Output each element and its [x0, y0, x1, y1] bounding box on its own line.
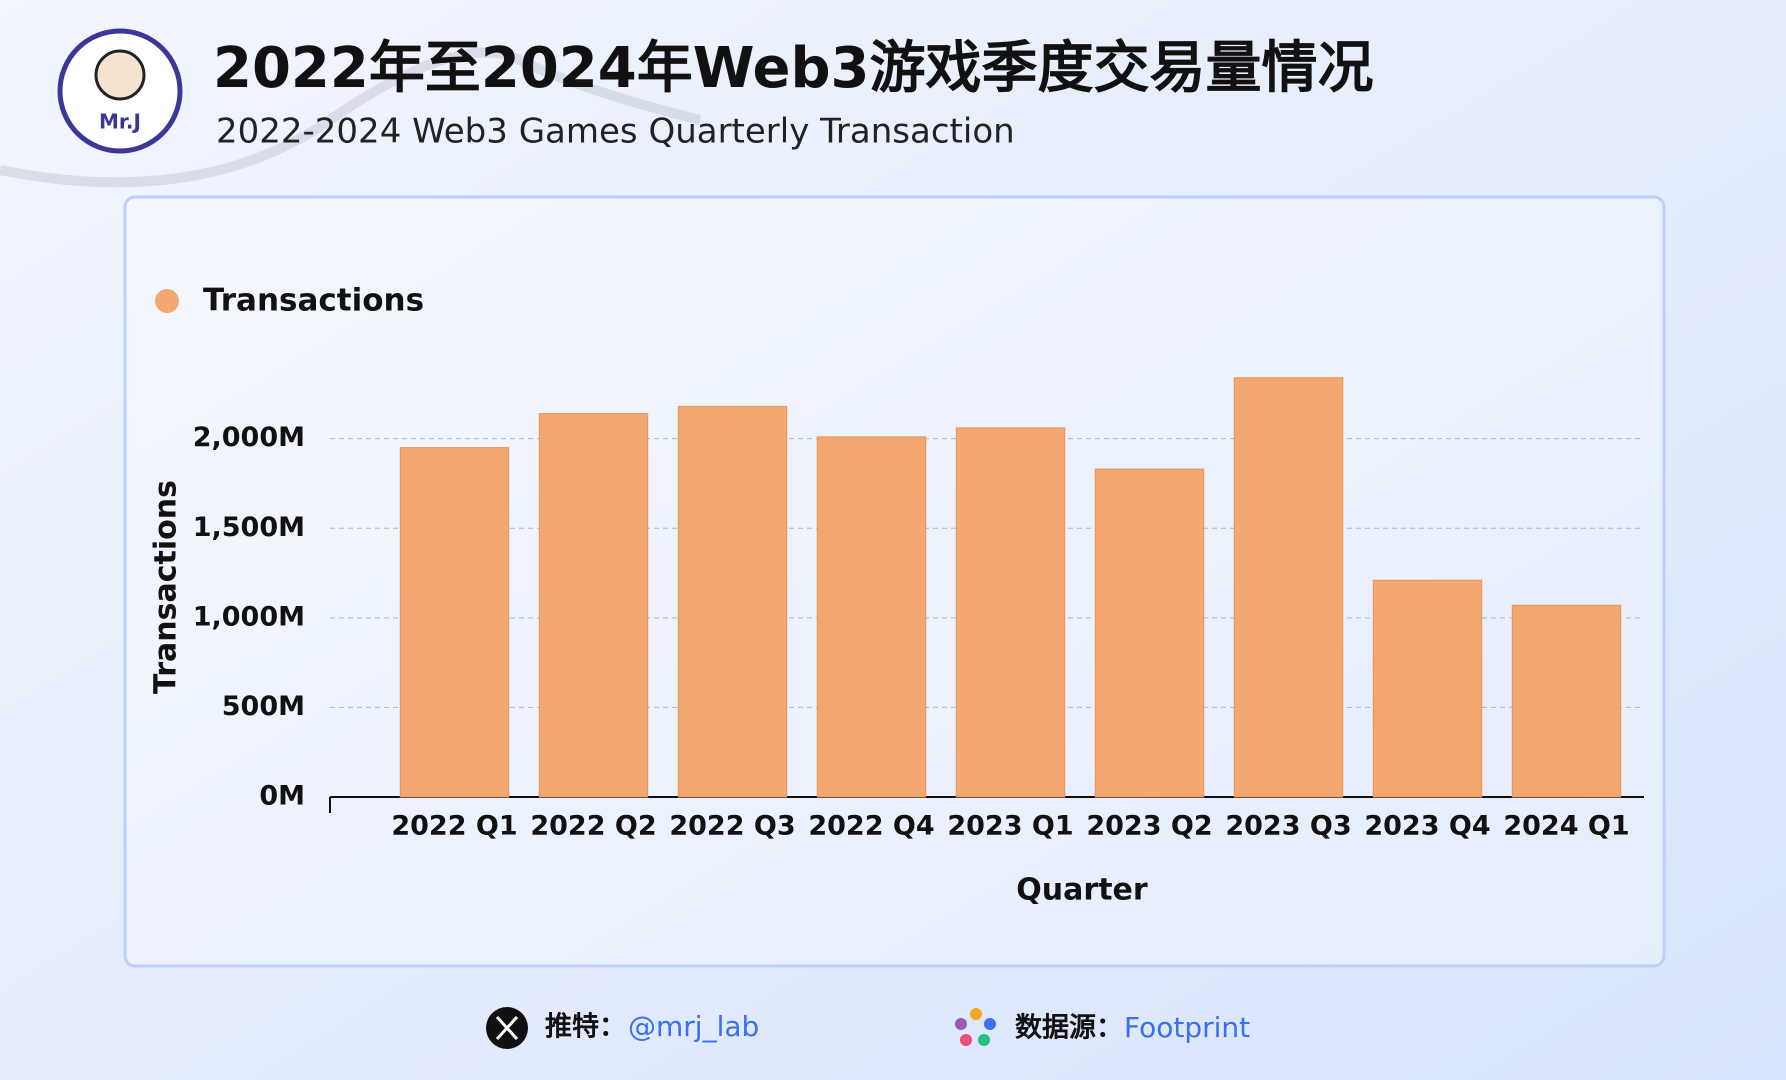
- chart-title: 2022年至2024年Web3游戏季度交易量情况: [213, 36, 1374, 101]
- x-tick-label: 2024 Q1: [1503, 811, 1629, 842]
- x-tick-label: 2022 Q1: [391, 811, 517, 842]
- y-tick-label: 1,000M: [193, 601, 305, 632]
- x-tick-label: 2022 Q3: [669, 811, 795, 842]
- logo-text: Mr.J: [99, 110, 141, 134]
- x-axis-label: Quarter: [1016, 873, 1148, 908]
- x-tick-label: 2023 Q2: [1086, 811, 1212, 842]
- x-tick-label: 2023 Q1: [947, 811, 1073, 842]
- x-tick-label: 2023 Q3: [1225, 811, 1351, 842]
- legend-marker: [155, 289, 179, 313]
- source-icon: [955, 1008, 996, 1046]
- bar: [1511, 604, 1622, 798]
- bar: [677, 405, 788, 798]
- chart-subtitle: 2022-2024 Web3 Games Quarterly Transacti…: [216, 112, 1015, 152]
- legend-label: Transactions: [203, 283, 424, 319]
- x-tick-label: 2022 Q2: [530, 811, 656, 842]
- y-axis-label: Transactions: [149, 480, 184, 694]
- decoration: [0, 47, 702, 188]
- bar: [955, 427, 1066, 798]
- y-tick-label: 0M: [259, 781, 305, 812]
- x-tick-label: 2023 Q4: [1364, 811, 1490, 842]
- bar: [1094, 468, 1205, 798]
- twitter-icon-x: [495, 1015, 519, 1041]
- y-tick-label: 2,000M: [193, 422, 305, 453]
- source-label: 数据源：: [1015, 1013, 1123, 1044]
- bar: [538, 413, 649, 798]
- source-name[interactable]: Footprint: [1124, 1011, 1250, 1044]
- twitter-label: 推特：: [545, 1012, 626, 1043]
- logo-face: [94, 49, 146, 101]
- y-tick-label: 500M: [222, 691, 305, 722]
- x-tick-label: 2022 Q4: [808, 811, 934, 842]
- y-tick-label: 1,500M: [193, 512, 305, 543]
- bar: [1233, 377, 1344, 798]
- bar: [1372, 579, 1483, 798]
- bar: [816, 436, 927, 798]
- twitter-handle[interactable]: @mrj_lab: [628, 1010, 759, 1043]
- bar: [399, 447, 510, 798]
